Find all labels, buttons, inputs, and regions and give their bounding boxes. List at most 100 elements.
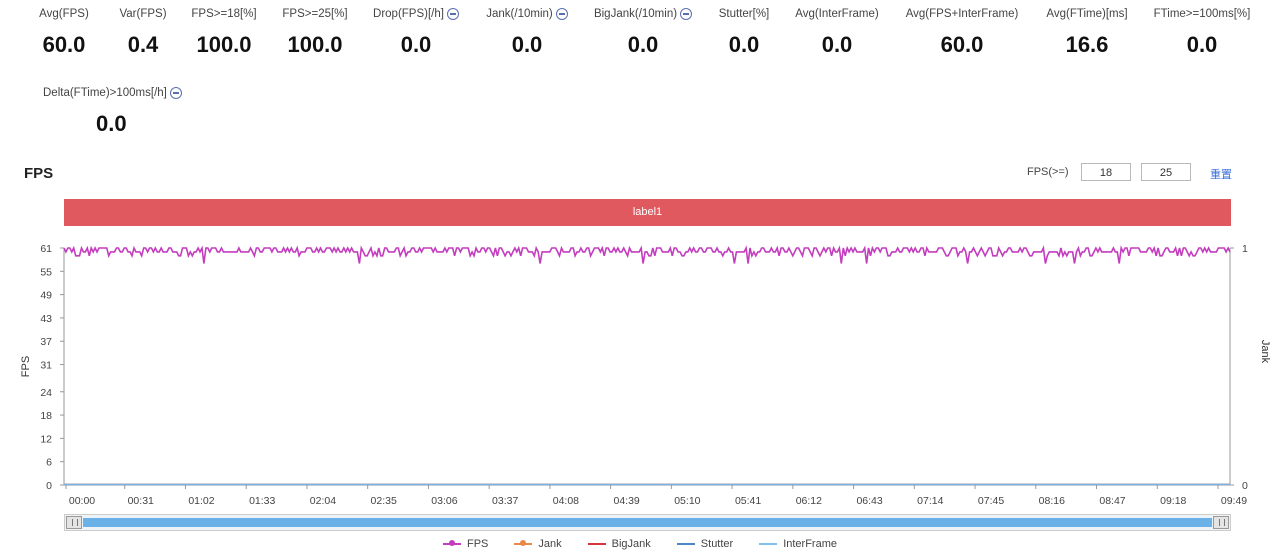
- legend-swatch: [587, 543, 606, 545]
- slider-range-fill[interactable]: [83, 518, 1212, 527]
- legend-label: Jank: [538, 538, 562, 550]
- y-tick-label: 61: [40, 243, 52, 255]
- help-icon[interactable]: [555, 8, 568, 20]
- metric-value: 0.4: [127, 32, 159, 57]
- help-icon[interactable]: [446, 8, 459, 20]
- metric-label: Drop(FPS)[/h]: [346, 8, 486, 20]
- x-tick-label: 08:16: [1039, 495, 1065, 507]
- metric-label: Avg(InterFrame): [767, 8, 907, 20]
- legend-swatch: [759, 543, 778, 545]
- time-range-slider[interactable]: [64, 514, 1231, 531]
- x-tick-label: 08:47: [1099, 495, 1125, 507]
- y-tick-label: 49: [40, 290, 52, 302]
- y-tick-label: 0: [46, 480, 52, 492]
- x-tick-label: 00:00: [69, 495, 95, 507]
- metric-label: Var(FPS): [73, 8, 213, 20]
- metric-value: 100.0: [287, 32, 343, 57]
- x-tick-label: 07:45: [978, 495, 1004, 507]
- metric-label-text: Avg(InterFrame): [795, 8, 879, 20]
- x-tick-label: 04:08: [553, 495, 579, 507]
- metric-label: Jank(/10min): [457, 8, 597, 20]
- legend-item-bigjank[interactable]: BigJank: [587, 538, 651, 550]
- metric-label: FPS>=18[%]: [154, 8, 294, 20]
- y-tick-label: 24: [40, 387, 52, 399]
- legend-item-stutter[interactable]: Stutter: [676, 538, 734, 550]
- y-tick-label: 6: [46, 457, 52, 469]
- metric-value: 0.0: [511, 32, 543, 57]
- metric-value: 60.0: [940, 32, 984, 57]
- reset-button[interactable]: 重置: [1210, 169, 1232, 181]
- metric-label-text: Jank(/10min): [486, 8, 553, 20]
- metric-label-text: BigJank(/10min): [593, 8, 678, 20]
- legend-item-fps[interactable]: FPS: [443, 538, 488, 550]
- y2-tick-label: 0: [1242, 480, 1248, 492]
- metric-value: 100.0: [196, 32, 252, 57]
- x-tick-label: 02:04: [310, 495, 336, 507]
- metric-label: Avg(FPS+InterFrame): [892, 8, 1032, 20]
- metric-label-text: FPS>=18[%]: [191, 8, 257, 20]
- metric-label: FPS>=25[%]: [245, 8, 385, 20]
- metric-2: FPS>=18[%] 100.0: [154, 8, 294, 58]
- metric-label-text: FPS>=25[%]: [282, 8, 348, 20]
- x-tick-label: 03:06: [431, 495, 457, 507]
- metric-label: FTime>=100ms[%]: [1132, 8, 1272, 20]
- metric-label-text: Avg(FPS+InterFrame): [905, 8, 1019, 20]
- metric-value: 0.0: [1186, 32, 1218, 57]
- fps-threshold-low-input[interactable]: 18: [1081, 163, 1131, 181]
- metric-label-text: Avg(FTime)[ms]: [1046, 8, 1128, 20]
- y-tick-label: 18: [40, 410, 52, 422]
- metric-10: Avg(FTime)[ms] 16.6: [1017, 8, 1157, 58]
- x-tick-label: 03:37: [492, 495, 518, 507]
- x-tick-label: 01:02: [188, 495, 214, 507]
- x-tick-label: 01:33: [249, 495, 275, 507]
- slider-right-handle[interactable]: [1213, 516, 1229, 529]
- metric-4: Drop(FPS)[/h] 0.0: [346, 8, 486, 58]
- fps-threshold-label: FPS(>=): [1027, 166, 1069, 178]
- y2-tick-label: 1: [1242, 243, 1248, 255]
- x-tick-label: 09:18: [1160, 495, 1186, 507]
- legend-label: FPS: [467, 538, 489, 550]
- metric-value: 0.0: [821, 32, 853, 57]
- x-tick-label: 06:12: [796, 495, 822, 507]
- metric-value: 0.0: [96, 111, 127, 136]
- metric-label: Avg(FTime)[ms]: [1017, 8, 1157, 20]
- x-tick-label: 05:41: [735, 495, 761, 507]
- chart-series: [63, 245, 1231, 486]
- fps-threshold-high-input[interactable]: 25: [1141, 163, 1191, 181]
- y-tick-label: 12: [40, 433, 52, 445]
- help-icon[interactable]: [169, 87, 182, 99]
- legend-item-interframe[interactable]: InterFrame: [759, 538, 837, 550]
- legend-label: BigJank: [611, 538, 651, 550]
- metric-5: Jank(/10min) 0.0: [457, 8, 597, 58]
- metric-3: FPS>=25[%] 100.0: [245, 8, 385, 58]
- metric-label-text: Avg(FPS): [39, 8, 89, 20]
- x-tick-label: 05:10: [674, 495, 700, 507]
- chart-ticks: 0 6 12 18 24 31 37 43 49 55 61 0 1 00:00 00:31 01:02 01:…: [40, 243, 1248, 507]
- y2-axis-label: Jank: [1259, 340, 1271, 364]
- x-tick-label: 06:43: [856, 495, 882, 507]
- help-icon[interactable]: [680, 8, 693, 20]
- legend-swatch: [676, 543, 695, 545]
- slider-left-handle[interactable]: [66, 516, 82, 529]
- y-tick-label: 55: [40, 266, 52, 278]
- legend-label: Stutter: [700, 538, 734, 550]
- metric-value: 0.0: [627, 32, 659, 57]
- metric-9: Avg(FPS+InterFrame) 60.0: [892, 8, 1032, 58]
- chart-legend: FPS Jank BigJank Stutter InterFrame: [0, 538, 1280, 550]
- metric-label: Avg(FPS): [0, 8, 134, 20]
- metric-label-text: Delta(FTime)>100ms[/h]: [43, 87, 167, 99]
- metric-value: 0.0: [728, 32, 760, 57]
- metric-label-text: FTime>=100ms[%]: [1153, 8, 1251, 20]
- chart-axes: FPS Jank: [20, 248, 1271, 486]
- metric-label: Stutter[%]: [674, 8, 814, 20]
- y-tick-label: 31: [40, 360, 52, 372]
- metric-label-text: Drop(FPS)[/h]: [373, 8, 444, 20]
- x-tick-label: 00:31: [128, 495, 154, 507]
- y-tick-label: 43: [40, 313, 52, 325]
- metric-value: 60.0: [42, 32, 86, 57]
- series-fps-line: [63, 245, 1231, 264]
- legend-item-jank[interactable]: Jank: [514, 538, 562, 550]
- metric-value: 0.0: [400, 32, 432, 57]
- metric-8: Avg(InterFrame) 0.0: [767, 8, 907, 58]
- metric-label: Delta(FTime)>100ms[/h]: [43, 87, 183, 99]
